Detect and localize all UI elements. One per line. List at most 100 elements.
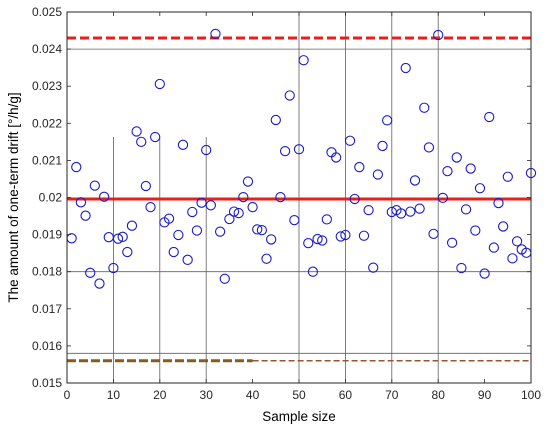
data-point [252, 224, 263, 235]
data-point [372, 169, 384, 180]
data-point [298, 55, 309, 66]
data-point [428, 228, 439, 240]
data-point [502, 171, 513, 182]
data-point [460, 204, 472, 215]
data-point [498, 221, 509, 232]
data-point [354, 161, 365, 173]
data-point [89, 180, 100, 191]
data-point [210, 28, 221, 40]
data-point [312, 233, 323, 245]
data-point [317, 235, 328, 246]
data-point [228, 206, 240, 217]
y-tick-label: 0.024 [32, 42, 62, 56]
data-point [423, 142, 435, 153]
data-point [242, 176, 254, 187]
data-point [177, 139, 189, 150]
data-point [446, 237, 458, 248]
data-point [479, 268, 490, 279]
data-point [270, 114, 281, 126]
x-tick-label: 50 [292, 388, 306, 402]
data-point [400, 62, 411, 74]
x-tick-label: 70 [385, 388, 399, 402]
data-point [80, 210, 91, 221]
data-point [98, 191, 110, 202]
data-point [368, 262, 379, 273]
y-tick-label: 0.016 [32, 339, 62, 353]
data-point [85, 267, 96, 278]
data-point [247, 201, 258, 213]
data-point [335, 231, 346, 242]
data-point [409, 175, 421, 186]
data-point [456, 262, 467, 274]
axis-ticks: 0 10 20 30 40 50 60 70 80 90 100 0.015 0.016 0.017 0.0… [32, 5, 541, 402]
x-tick-label: 80 [432, 388, 446, 402]
x-tick-label: 40 [246, 388, 260, 402]
data-point [168, 246, 179, 258]
data-point [233, 207, 244, 219]
x-tick-label: 10 [107, 388, 121, 402]
y-tick-label: 0.019 [32, 228, 62, 242]
data-point [493, 197, 504, 209]
y-tick-label: 0.021 [32, 153, 62, 167]
data-point [131, 126, 142, 137]
data-point [150, 131, 161, 143]
x-tick-label: 20 [153, 388, 167, 402]
data-point [442, 166, 453, 177]
data-point [117, 231, 128, 242]
data-point [470, 225, 481, 236]
data-point [154, 78, 165, 90]
x-tick-label: 100 [521, 388, 541, 402]
data-point [303, 237, 314, 249]
data-point [289, 214, 300, 226]
data-point [196, 197, 207, 208]
data-point [122, 246, 133, 258]
data-point [238, 191, 249, 203]
data-point [484, 111, 495, 123]
data-point [145, 201, 156, 213]
data-point [363, 204, 374, 216]
data-point [256, 224, 268, 236]
data-point [307, 266, 319, 277]
data-point [321, 214, 332, 225]
data-point [205, 200, 216, 211]
x-tick-label: 60 [339, 388, 353, 402]
data-point [279, 145, 291, 157]
data-point [136, 136, 147, 147]
data-point [474, 183, 486, 194]
y-tick-label: 0.02 [39, 191, 63, 205]
data-point [414, 203, 425, 214]
data-point [266, 234, 277, 245]
data-point [511, 236, 523, 247]
data-point [284, 90, 295, 101]
data-point [340, 229, 351, 241]
data-point [75, 197, 87, 208]
data-point [182, 254, 193, 265]
data-point [377, 140, 388, 152]
data-point [405, 206, 416, 217]
data-point [344, 135, 356, 146]
data-point [108, 262, 119, 274]
data-point [275, 191, 286, 203]
data-point [465, 163, 476, 174]
data-point [219, 273, 230, 284]
limit-lines [67, 36, 531, 363]
data-point [488, 242, 500, 253]
data-point [349, 193, 360, 205]
y-tick-label: 0.017 [32, 302, 62, 316]
x-axis-title: Sample size [262, 409, 336, 424]
x-tick-label: 90 [478, 388, 492, 402]
data-point [173, 229, 184, 241]
data-point [201, 144, 212, 156]
data-point [419, 102, 430, 113]
y-tick-label: 0.022 [32, 116, 62, 130]
data-point [94, 278, 105, 289]
y-tick-label: 0.018 [32, 265, 62, 279]
data-point [224, 213, 235, 225]
data-point [71, 161, 82, 173]
data-point [140, 180, 152, 192]
data-point [214, 226, 226, 237]
data-point [191, 225, 203, 236]
data-point [187, 206, 198, 218]
